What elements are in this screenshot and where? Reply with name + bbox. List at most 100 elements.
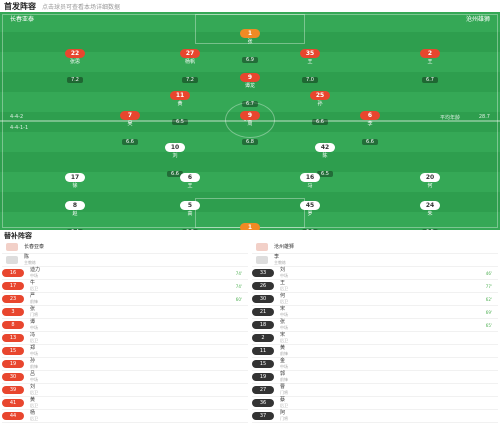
sub-time: 46' xyxy=(485,270,492,276)
sub-name: 何 xyxy=(280,293,286,299)
sub-position: 中场 xyxy=(280,325,288,330)
player-rating: 6.6 xyxy=(302,229,318,230)
sub-row[interactable]: 19 孙前锋 xyxy=(2,358,248,371)
sub-row[interactable]: 2 宋后卫 xyxy=(252,332,498,345)
player-0[interactable]: 1 张 6.9 xyxy=(233,20,267,65)
player-name: 李 xyxy=(367,121,373,127)
player-number: 10 xyxy=(165,143,185,152)
sub-number: 23 xyxy=(2,295,24,303)
away-formation: 4-4-1-1 xyxy=(10,125,29,131)
player-10[interactable]: 6 李 6.6 xyxy=(353,102,387,147)
sub-name: 王 xyxy=(280,280,286,286)
sub-row[interactable]: 26 王后卫 77' xyxy=(252,280,498,293)
player-4[interactable]: 2 王 6.7 xyxy=(413,40,447,85)
sub-row[interactable]: 长春亚泰 xyxy=(2,241,248,254)
sub-row[interactable]: 36 蔡后卫 xyxy=(252,397,498,410)
player-name: 谭龙 xyxy=(244,83,255,89)
section-subtitle: 点击球员可查看本场详细数据 xyxy=(42,3,121,11)
sub-number: 13 xyxy=(2,334,24,342)
sub-row[interactable]: 15 郑中场 xyxy=(2,345,248,358)
player-number: 9 xyxy=(240,73,260,82)
player-rating: 6.7 xyxy=(422,77,438,83)
sub-name: 冯 xyxy=(30,332,36,338)
sub-row[interactable]: 23 严前锋 60' xyxy=(2,293,248,306)
sub-number: 26 xyxy=(252,282,274,290)
sub-name: 谭 xyxy=(30,319,36,325)
sub-row[interactable]: 33 刘中场 46' xyxy=(252,267,498,280)
sub-row[interactable]: 30 吕中场 xyxy=(2,371,248,384)
player-7[interactable]: 25 孙 6.6 xyxy=(303,82,337,127)
sub-row[interactable]: 16 迪力 中场 74' xyxy=(2,267,248,280)
home-team-label: 长春亚泰 xyxy=(10,16,35,23)
sub-number: 17 xyxy=(2,282,24,290)
sub-row[interactable]: 3 张门将 xyxy=(2,306,248,319)
player-5[interactable]: 9 谭龙 6.7 xyxy=(233,64,267,109)
sub-position: 前锋 xyxy=(280,377,288,382)
sub-name: 刘 xyxy=(280,267,286,273)
sub-name: 牛 xyxy=(30,280,36,286)
player-18[interactable]: 5 高 6.6 xyxy=(173,192,207,230)
away-team-label: 沧州雄狮 xyxy=(465,16,490,23)
sub-number: 11 xyxy=(252,347,274,355)
sub-row[interactable]: 21 宋中场 69' xyxy=(252,306,498,319)
sub-position: 后卫 xyxy=(280,299,288,304)
player-number: 24 xyxy=(420,201,440,210)
player-number: 2 xyxy=(420,49,440,58)
sub-row[interactable]: 39 刘后卫 xyxy=(2,384,248,397)
player-3[interactable]: 35 王 7.0 xyxy=(293,40,327,85)
sub-position: 门将 xyxy=(30,312,38,317)
player-12[interactable]: 42 陈 6.5 xyxy=(308,134,342,179)
sub-name: 严 xyxy=(30,293,36,299)
player-number: 22 xyxy=(65,49,85,58)
sub-name: 迪力 xyxy=(30,267,41,273)
avg-age-label: 平均年龄 xyxy=(439,115,460,121)
coach-avatar xyxy=(256,256,268,264)
sub-number: 30 xyxy=(2,373,24,381)
sub-number: 44 xyxy=(2,412,24,420)
sub-position: 中场 xyxy=(280,364,288,369)
player-rating: 7.2 xyxy=(182,77,198,83)
sub-row[interactable]: 41 黄后卫 xyxy=(2,397,248,410)
sub-position: 中场 xyxy=(30,325,38,330)
sub-time: 62' xyxy=(485,296,492,302)
sub-name: 郑 xyxy=(30,345,36,351)
player-8[interactable]: 7 吴 6.6 xyxy=(113,102,147,147)
sub-row[interactable]: 8 谭中场 xyxy=(2,319,248,332)
player-name: 赵 xyxy=(72,211,78,217)
player-number: 11 xyxy=(170,91,190,100)
sub-row[interactable]: 44 杨后卫 xyxy=(2,410,248,423)
sub-position: 后卫 xyxy=(30,403,38,408)
sub-row[interactable]: 11 黄前锋 xyxy=(252,345,498,358)
player-11[interactable]: 10 刘 6.6 xyxy=(158,134,192,179)
sub-number: 15 xyxy=(2,347,24,355)
sub-number: 3 xyxy=(2,308,24,316)
sub-row[interactable]: 37 阿门将 xyxy=(252,410,498,423)
sub-number: 41 xyxy=(2,399,24,407)
player-19[interactable]: 45 罗 6.6 xyxy=(293,192,327,230)
sub-position: 中场 xyxy=(280,273,288,278)
player-name: 王 xyxy=(307,59,313,65)
sub-row[interactable]: 30 何后卫 62' xyxy=(252,293,498,306)
player-2[interactable]: 27 杨帆 7.2 xyxy=(173,40,207,85)
player-1[interactable]: 22 张思 7.2 xyxy=(58,40,92,85)
player-number: 20 xyxy=(420,173,440,182)
sub-row[interactable]: 15 金中场 xyxy=(252,358,498,371)
sub-row[interactable]: 17 牛后卫 74' xyxy=(2,280,248,293)
player-9[interactable]: 9 周 6.8 xyxy=(233,102,267,147)
sub-row[interactable]: 18 张中场 65' xyxy=(252,319,498,332)
player-17[interactable]: 8 赵 6.4 xyxy=(58,192,92,230)
sub-row[interactable]: 陈主教练 xyxy=(2,254,248,267)
player-20[interactable]: 24 朱 6.5 xyxy=(413,192,447,230)
player-number: 8 xyxy=(65,201,85,210)
sub-row[interactable]: 19 郭前锋 xyxy=(252,371,498,384)
sub-row[interactable]: 沧州雄狮 xyxy=(252,241,498,254)
player-6[interactable]: 11 黄 6.5 xyxy=(163,82,197,127)
sub-row[interactable]: 李主教练 xyxy=(252,254,498,267)
player-number: 1 xyxy=(240,29,260,38)
sub-row[interactable]: 27 曹门将 xyxy=(252,384,498,397)
sub-number: 15 xyxy=(252,360,274,368)
player-21[interactable]: 1 金 7.0 xyxy=(233,214,267,230)
sub-row[interactable]: 13 冯后卫 xyxy=(2,332,248,345)
sub-name: 杨 xyxy=(30,410,36,416)
section-header: 首发阵容 点击球员可查看本场详细数据 xyxy=(0,0,500,12)
